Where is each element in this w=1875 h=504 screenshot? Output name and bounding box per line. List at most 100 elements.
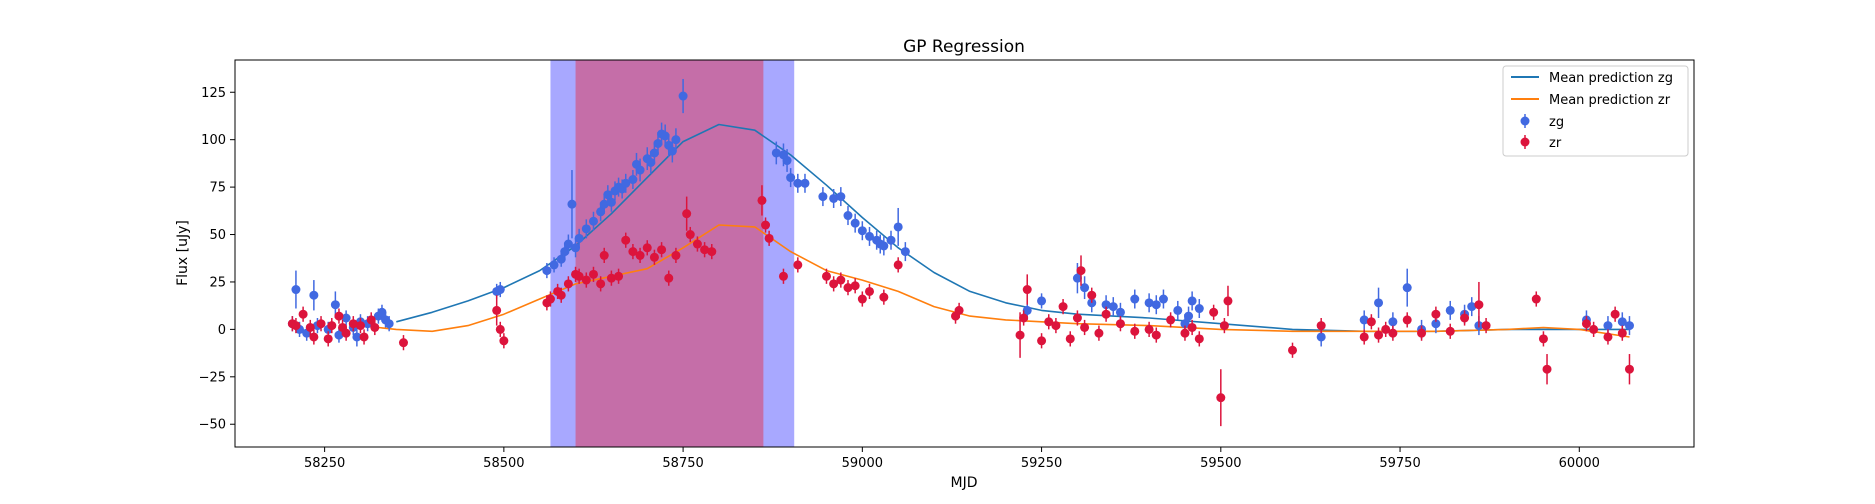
point-zr <box>596 279 606 289</box>
point-zr <box>657 245 667 255</box>
legend-label-zg: zg <box>1549 115 1564 130</box>
point-zg <box>603 190 613 200</box>
point-zr <box>334 311 344 321</box>
x-tick-label: 59500 <box>1200 456 1241 471</box>
x-axis-ticks: 58250 58500 58750 59000 59250 59500 59750 60000 <box>304 447 1600 471</box>
point-zg <box>667 146 677 156</box>
point-zr <box>588 269 598 279</box>
point-zr <box>1065 334 1075 344</box>
point-zr <box>309 332 319 342</box>
point-zg <box>1359 315 1369 325</box>
point-zg <box>793 178 803 188</box>
point-zr <box>829 279 839 289</box>
y-tick-label: 125 <box>201 86 226 101</box>
point-zg <box>1316 332 1326 342</box>
point-zr <box>857 294 867 304</box>
point-zr <box>298 309 308 319</box>
point-zr <box>1610 309 1620 319</box>
point-zr <box>327 321 337 331</box>
point-zg <box>1624 321 1634 331</box>
legend-label-zr: zr <box>1549 136 1562 151</box>
y-axis-label: Flux [uJy] <box>175 220 191 286</box>
point-zr <box>1374 330 1384 340</box>
point-zr <box>671 250 681 260</box>
point-zr <box>685 230 695 240</box>
point-zg <box>1431 319 1441 329</box>
point-zr <box>1180 328 1190 338</box>
point-zg <box>563 239 573 249</box>
point-zr <box>692 239 702 249</box>
legend: Mean prediction zg Mean prediction zr zg… <box>1502 65 1689 157</box>
point-zg <box>635 165 645 175</box>
point-zg <box>771 148 781 158</box>
point-zr <box>761 220 771 230</box>
point-zg <box>1158 294 1168 304</box>
point-zr <box>1474 300 1484 310</box>
y-tick-label: 25 <box>209 275 226 290</box>
point-zg <box>1603 321 1613 331</box>
point-zr <box>1051 321 1061 331</box>
point-zr <box>1115 319 1125 329</box>
point-zg <box>556 254 566 264</box>
point-zr <box>574 271 584 281</box>
point-zr <box>1080 322 1090 332</box>
point-zr <box>563 279 573 289</box>
point-zg <box>1108 302 1118 312</box>
point-zr <box>1219 321 1229 331</box>
point-zg <box>1151 300 1161 310</box>
y-tick-label: 75 <box>209 181 226 196</box>
point-zr <box>893 260 903 270</box>
point-zg <box>1144 298 1154 308</box>
point-zg <box>334 330 344 340</box>
x-tick-label: 59250 <box>1021 456 1062 471</box>
point-zr <box>1022 285 1032 295</box>
point-zg <box>1467 302 1477 312</box>
point-zg <box>1184 311 1194 321</box>
point-zr <box>757 195 767 205</box>
point-zr <box>1589 324 1599 334</box>
point-zr <box>1144 324 1154 334</box>
point-zg <box>341 313 351 323</box>
point-zg <box>1101 300 1111 310</box>
point-zr <box>664 273 674 283</box>
point-zr <box>599 250 609 260</box>
point-zr <box>1094 328 1104 338</box>
point-zg <box>660 131 670 141</box>
point-zg <box>621 178 631 188</box>
plot-frame <box>234 59 1695 448</box>
point-zg <box>377 307 387 317</box>
point-zr <box>1015 330 1025 340</box>
x-tick-label: 58250 <box>304 456 345 471</box>
point-zg <box>606 197 616 207</box>
point-zr <box>1058 302 1068 312</box>
point-zr <box>614 271 624 281</box>
data-points <box>287 78 1634 427</box>
point-zg <box>800 178 810 188</box>
point-zr <box>341 328 351 338</box>
point-zg <box>893 222 903 232</box>
point-zr <box>1151 330 1161 340</box>
point-zg <box>843 211 853 221</box>
point-zg <box>671 135 681 145</box>
point-zr <box>621 235 631 245</box>
point-zg <box>291 285 301 295</box>
point-zr <box>954 305 964 315</box>
point-zr <box>581 275 591 285</box>
point-zr <box>305 322 315 332</box>
y-axis-ticks: −50 −25 0 25 50 75 100 125 <box>199 86 235 433</box>
point-zr <box>793 260 803 270</box>
point-zg <box>560 247 570 257</box>
x-tick-label: 59750 <box>1379 456 1420 471</box>
point-zg <box>646 157 656 167</box>
point-zr <box>1130 326 1140 336</box>
point-zg <box>879 241 889 251</box>
point-zr <box>1216 393 1226 403</box>
point-zr <box>1072 313 1082 323</box>
point-zg <box>1072 273 1082 283</box>
chart-title: GP Regression <box>903 37 1025 57</box>
point-zr <box>359 332 369 342</box>
point-zr <box>1417 328 1427 338</box>
point-zr <box>1445 326 1455 336</box>
